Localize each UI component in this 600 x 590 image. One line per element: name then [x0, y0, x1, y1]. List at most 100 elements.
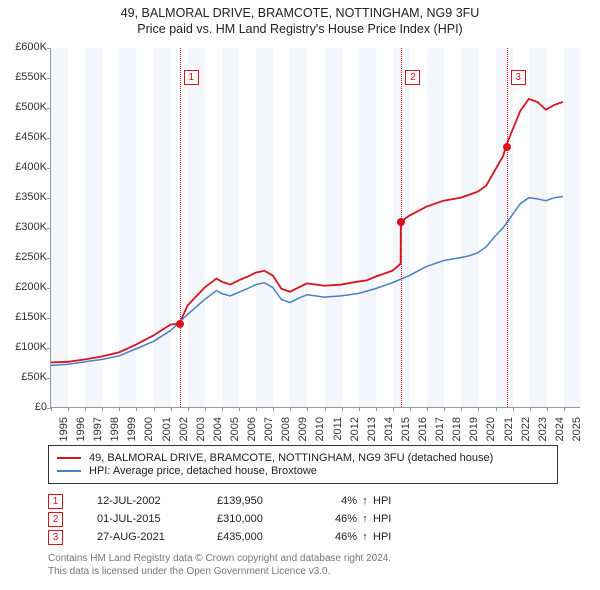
- x-tick: [376, 407, 377, 411]
- x-axis-label: 2024: [554, 417, 566, 447]
- series-hpi: [51, 197, 563, 366]
- x-axis-label: 2010: [314, 417, 326, 447]
- sale-pct: 46%: [317, 513, 357, 525]
- x-tick: [222, 407, 223, 411]
- x-axis-label: 2001: [161, 417, 173, 447]
- x-axis-label: 2009: [297, 417, 309, 447]
- legend: 49, BALMORAL DRIVE, BRAMCOTE, NOTTINGHAM…: [48, 445, 558, 484]
- x-axis-label: 2007: [263, 417, 275, 447]
- x-tick: [171, 407, 172, 411]
- sale-dot: [397, 218, 405, 226]
- sales-table: 112-JUL-2002£139,9504%↑HPI201-JUL-2015£3…: [48, 492, 413, 546]
- x-tick: [102, 407, 103, 411]
- sale-date: 12-JUL-2002: [97, 495, 217, 507]
- sale-hpi-label: HPI: [373, 513, 413, 525]
- y-axis-label: £200K: [3, 281, 47, 293]
- footer-line: This data is licensed under the Open Gov…: [48, 565, 391, 578]
- x-tick: [154, 407, 155, 411]
- footer: Contains HM Land Registry data © Crown c…: [48, 552, 391, 578]
- x-tick: [461, 407, 462, 411]
- sale-marker-line: [401, 48, 402, 407]
- x-axis-label: 2003: [195, 417, 207, 447]
- x-axis-label: 2019: [468, 417, 480, 447]
- plot-region: £0£50K£100K£150K£200K£250K£300K£350K£400…: [50, 48, 580, 408]
- x-axis-label: 1996: [75, 417, 87, 447]
- x-axis-label: 2018: [451, 417, 463, 447]
- y-axis-label: £0: [3, 401, 47, 413]
- legend-item-hpi: HPI: Average price, detached house, Brox…: [57, 465, 549, 477]
- title-main: 49, BALMORAL DRIVE, BRAMCOTE, NOTTINGHAM…: [0, 6, 600, 20]
- x-tick: [273, 407, 274, 411]
- sale-marker-box: 1: [184, 70, 199, 85]
- y-tick: [47, 168, 51, 169]
- x-axis-label: 2012: [349, 417, 361, 447]
- footer-line: Contains HM Land Registry data © Crown c…: [48, 552, 391, 565]
- x-axis-label: 2016: [417, 417, 429, 447]
- x-axis-label: 1998: [109, 417, 121, 447]
- up-arrow-icon: ↑: [357, 513, 373, 525]
- sale-date: 01-JUL-2015: [97, 513, 217, 525]
- x-axis-label: 2022: [520, 417, 532, 447]
- x-axis-label: 2021: [503, 417, 515, 447]
- y-tick: [47, 48, 51, 49]
- y-axis-label: £50K: [3, 371, 47, 383]
- x-axis-label: 2000: [143, 417, 155, 447]
- x-tick: [478, 407, 479, 411]
- sale-index-box: 2: [48, 512, 63, 527]
- x-axis-label: 2006: [246, 417, 258, 447]
- sale-marker-line: [507, 48, 508, 407]
- x-tick: [530, 407, 531, 411]
- y-axis-label: £600K: [3, 41, 47, 53]
- y-axis-label: £300K: [3, 221, 47, 233]
- y-tick: [47, 348, 51, 349]
- sale-marker-box: 3: [511, 70, 526, 85]
- x-axis-label: 1999: [126, 417, 138, 447]
- sale-dot: [503, 143, 511, 151]
- x-axis-label: 2015: [400, 417, 412, 447]
- sale-pct: 4%: [317, 495, 357, 507]
- x-axis-label: 2011: [332, 417, 344, 447]
- x-tick: [239, 407, 240, 411]
- y-tick: [47, 318, 51, 319]
- x-tick: [342, 407, 343, 411]
- y-axis-label: £150K: [3, 311, 47, 323]
- x-tick: [547, 407, 548, 411]
- y-tick: [47, 138, 51, 139]
- sale-index-box: 1: [48, 494, 63, 509]
- x-tick: [393, 407, 394, 411]
- y-tick: [47, 78, 51, 79]
- sale-dot: [176, 320, 184, 328]
- x-tick: [68, 407, 69, 411]
- sale-price: £139,950: [217, 495, 317, 507]
- series-price_paid: [51, 99, 563, 362]
- x-tick: [51, 407, 52, 411]
- y-axis-label: £100K: [3, 341, 47, 353]
- title-block: 49, BALMORAL DRIVE, BRAMCOTE, NOTTINGHAM…: [0, 0, 600, 36]
- x-axis-label: 2025: [571, 417, 583, 447]
- sale-pct: 46%: [317, 531, 357, 543]
- sales-row: 112-JUL-2002£139,9504%↑HPI: [48, 492, 413, 510]
- y-axis-label: £250K: [3, 251, 47, 263]
- sale-hpi-label: HPI: [373, 531, 413, 543]
- x-axis-label: 2004: [212, 417, 224, 447]
- x-tick: [410, 407, 411, 411]
- legend-label: 49, BALMORAL DRIVE, BRAMCOTE, NOTTINGHAM…: [89, 452, 493, 464]
- y-axis-label: £350K: [3, 191, 47, 203]
- series-svg: [51, 48, 580, 407]
- y-tick: [47, 228, 51, 229]
- up-arrow-icon: ↑: [357, 531, 373, 543]
- x-tick: [325, 407, 326, 411]
- y-axis-label: £550K: [3, 71, 47, 83]
- y-axis-label: £500K: [3, 101, 47, 113]
- x-axis-label: 2002: [178, 417, 190, 447]
- legend-swatch: [57, 457, 81, 459]
- y-axis-label: £450K: [3, 131, 47, 143]
- x-tick: [136, 407, 137, 411]
- x-axis-label: 2017: [434, 417, 446, 447]
- sale-price: £310,000: [217, 513, 317, 525]
- x-tick: [564, 407, 565, 411]
- y-tick: [47, 378, 51, 379]
- legend-label: HPI: Average price, detached house, Brox…: [89, 465, 317, 477]
- x-tick: [359, 407, 360, 411]
- sale-index-box: 3: [48, 530, 63, 545]
